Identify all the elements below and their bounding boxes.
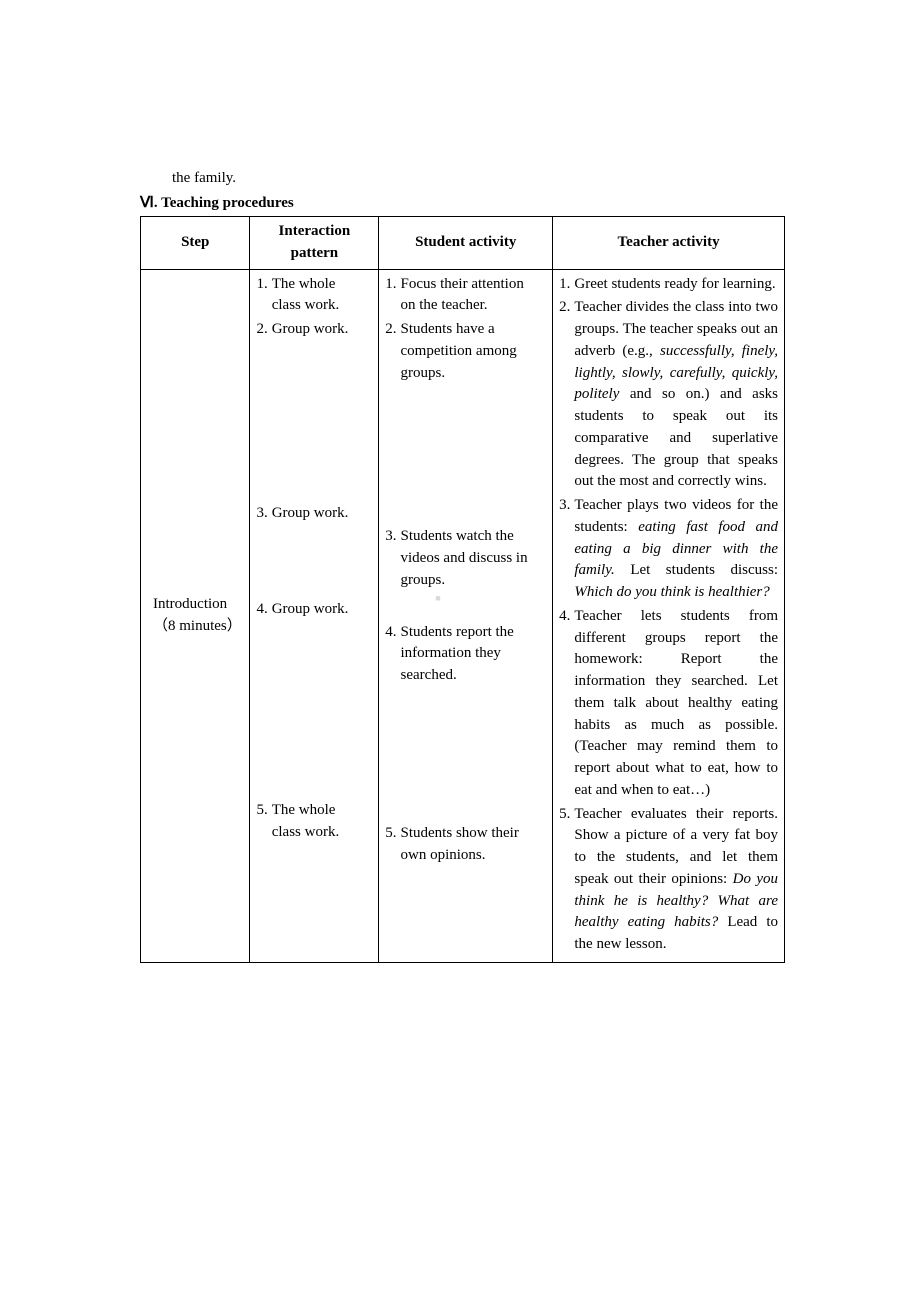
student-item-2: 2. Students have a competition among gro… bbox=[385, 319, 546, 384]
t1-num: 1. bbox=[559, 274, 574, 296]
t3-i2: Which do you think is healthier? bbox=[574, 584, 769, 600]
procedures-table: Step Interaction pattern Student activit… bbox=[140, 216, 785, 963]
header-teacher: Teacher activity bbox=[553, 217, 785, 270]
s4-l3: searched. bbox=[401, 665, 547, 687]
table-header-row: Step Interaction pattern Student activit… bbox=[141, 217, 785, 270]
teacher-item-2: 2. Teacher divides the class into two gr… bbox=[559, 297, 778, 493]
header-pattern-l1: Interaction bbox=[256, 221, 372, 243]
student-item-5: 5. Students show their own opinions. bbox=[385, 823, 546, 867]
s3-num: 3. bbox=[385, 526, 400, 591]
p5-l1: The whole bbox=[272, 800, 373, 822]
teacher-item-3: 3. Teacher plays two videos for the stud… bbox=[559, 495, 778, 604]
t2-body: Teacher divides the class into two group… bbox=[574, 297, 778, 493]
pre-text: the family. bbox=[172, 170, 785, 187]
s3-l3: groups. bbox=[401, 570, 547, 592]
t3-num: 3. bbox=[559, 495, 574, 604]
s4-num: 4. bbox=[385, 622, 400, 687]
teacher-item-1: 1. Greet students ready for learning. bbox=[559, 274, 778, 296]
pattern-item-1: 1. The whole class work. bbox=[256, 274, 372, 318]
s5-l1: Students show their bbox=[401, 823, 547, 845]
s1-l2: on the teacher. bbox=[401, 295, 547, 317]
t3-b: Let students discuss: bbox=[615, 562, 778, 578]
student-cell: 1. Focus their attention on the teacher.… bbox=[379, 269, 553, 962]
table-row: Introduction （8 minutes） 1. The whole cl… bbox=[141, 269, 785, 962]
t5-num: 5. bbox=[559, 804, 574, 956]
pattern-item-5: 5. The whole class work. bbox=[256, 800, 372, 844]
p1-num: 1. bbox=[256, 274, 271, 318]
s3-l1: Students watch the bbox=[401, 526, 547, 548]
teacher-cell: 1. Greet students ready for learning. 2.… bbox=[553, 269, 785, 962]
s2-l2: competition among bbox=[401, 341, 547, 363]
pattern-cell: 1. The whole class work. 2. Group work. … bbox=[250, 269, 379, 962]
p2-txt: Group work. bbox=[272, 319, 373, 341]
s5-l2: own opinions. bbox=[401, 845, 547, 867]
t5-body: Teacher evaluates their reports. Show a … bbox=[574, 804, 778, 956]
p1-l1: The whole bbox=[272, 274, 373, 296]
p3-txt: Group work. bbox=[272, 503, 373, 525]
s4-l2: information they bbox=[401, 643, 547, 665]
t4-num: 4. bbox=[559, 606, 574, 802]
t3-body: Teacher plays two videos for the student… bbox=[574, 495, 778, 604]
p5-num: 5. bbox=[256, 800, 271, 844]
t2-num: 2. bbox=[559, 297, 574, 493]
t1-txt: Greet students ready for learning. bbox=[574, 274, 778, 296]
student-item-1: 1. Focus their attention on the teacher. bbox=[385, 274, 546, 318]
student-item-4: 4. Students report the information they … bbox=[385, 622, 546, 687]
pattern-item-4: 4. Group work. bbox=[256, 599, 372, 621]
s2-l1: Students have a bbox=[401, 319, 547, 341]
s5-num: 5. bbox=[385, 823, 400, 867]
t4-txt: Teacher lets students from different gro… bbox=[574, 606, 778, 802]
step-line1: Introduction bbox=[153, 594, 243, 616]
header-pattern: Interaction pattern bbox=[250, 217, 379, 270]
header-student: Student activity bbox=[379, 217, 553, 270]
step-line2: （8 minutes） bbox=[153, 616, 243, 638]
teacher-item-5: 5. Teacher evaluates their reports. Show… bbox=[559, 804, 778, 956]
p2-num: 2. bbox=[256, 319, 271, 341]
p1-l2: class work. bbox=[272, 295, 373, 317]
pattern-item-3: 3. Group work. bbox=[256, 503, 372, 525]
heading-text: Teaching procedures bbox=[161, 195, 294, 211]
p4-txt: Group work. bbox=[272, 599, 373, 621]
header-pattern-l2: pattern bbox=[256, 243, 372, 265]
section-heading: Ⅵ. Teaching procedures bbox=[140, 193, 785, 212]
s1-l1: Focus their attention bbox=[401, 274, 547, 296]
student-item-3: 3. Students watch the videos and discuss… bbox=[385, 526, 546, 591]
s4-l1: Students report the bbox=[401, 622, 547, 644]
header-step: Step bbox=[141, 217, 250, 270]
p5-l2: class work. bbox=[272, 822, 373, 844]
s3-l2: videos and discuss in bbox=[401, 548, 547, 570]
heading-prefix: Ⅵ. bbox=[140, 195, 161, 211]
s2-l3: groups. bbox=[401, 363, 547, 385]
pattern-item-2: 2. Group work. bbox=[256, 319, 372, 341]
s2-num: 2. bbox=[385, 319, 400, 384]
s1-num: 1. bbox=[385, 274, 400, 318]
step-cell: Introduction （8 minutes） bbox=[141, 269, 250, 962]
p4-num: 4. bbox=[256, 599, 271, 621]
p3-num: 3. bbox=[256, 503, 271, 525]
teacher-item-4: 4. Teacher lets students from different … bbox=[559, 606, 778, 802]
